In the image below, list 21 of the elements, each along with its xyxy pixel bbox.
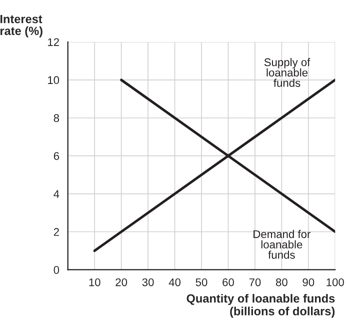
x-tick-label: 30 [142,278,154,286]
y-tick-label: 4 [54,190,60,198]
x-tick-label: 60 [222,278,234,286]
x-tick-label: 70 [249,278,261,286]
x-axis-title: Quantity of loanable funds (billions of dollars) [186,294,335,318]
x-tick-label: 10 [89,278,100,286]
x-tick-label: 50 [196,278,208,286]
x-tick-label: 20 [116,278,128,286]
series-label: Supply of loanable funds [264,58,310,87]
y-tick-label: 0 [54,266,60,274]
y-tick-label: 10 [48,76,60,84]
y-tick-label: 6 [54,152,60,160]
y-axis-title: Interest rate (%) [0,14,42,38]
y-tick-label: 2 [54,228,59,236]
x-tick-label: 90 [302,278,314,286]
series-label: Demand for loanable funds [254,230,311,259]
x-tick-label: 80 [276,278,288,286]
x-tick-label: 40 [168,278,181,286]
y-tick-label: 12 [48,38,59,46]
x-tick-label: 100 [326,278,344,286]
y-tick-label: 8 [54,114,60,122]
